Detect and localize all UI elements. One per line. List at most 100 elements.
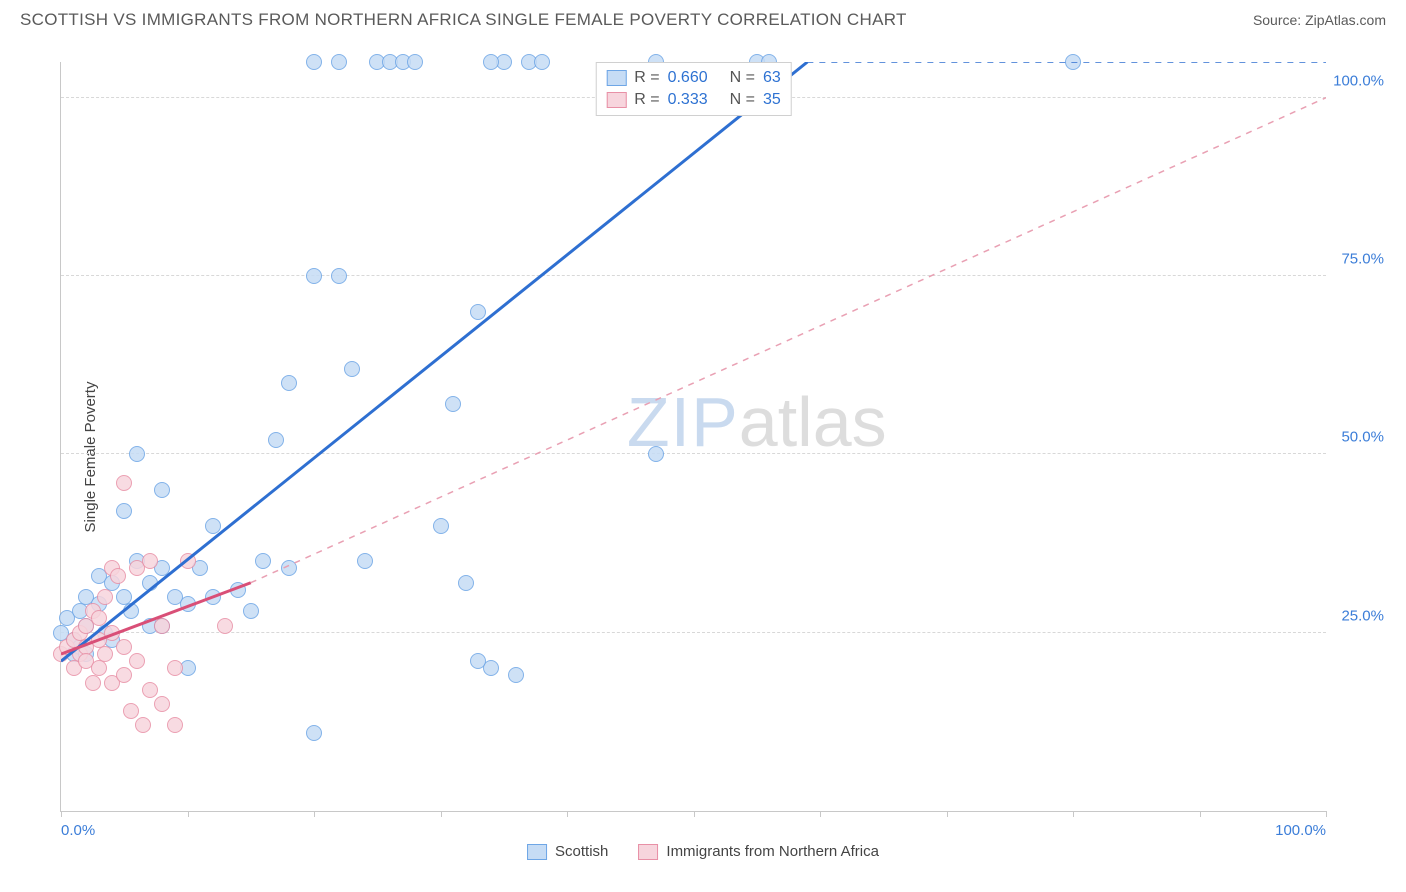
data-point bbox=[142, 553, 158, 569]
data-point bbox=[205, 518, 221, 534]
data-point bbox=[97, 646, 113, 662]
data-point bbox=[135, 717, 151, 733]
y-tick-label: 100.0% bbox=[1333, 72, 1384, 89]
n-label: N = bbox=[730, 91, 755, 109]
data-point bbox=[483, 54, 499, 70]
x-tick bbox=[441, 811, 442, 817]
data-point bbox=[97, 589, 113, 605]
x-tick bbox=[61, 811, 62, 817]
chart-header: SCOTTISH VS IMMIGRANTS FROM NORTHERN AFR… bbox=[0, 0, 1406, 36]
data-point bbox=[154, 618, 170, 634]
data-point bbox=[180, 553, 196, 569]
swatch-immigrants bbox=[638, 844, 658, 860]
data-point bbox=[306, 54, 322, 70]
series-legend: Scottish Immigrants from Northern Africa bbox=[527, 843, 879, 860]
x-tick bbox=[1200, 811, 1201, 817]
legend-label-scottish: Scottish bbox=[555, 843, 608, 860]
legend-item-scottish: Scottish bbox=[527, 843, 608, 860]
legend-label-immigrants: Immigrants from Northern Africa bbox=[666, 843, 879, 860]
data-point bbox=[508, 667, 524, 683]
gridline bbox=[61, 632, 1326, 633]
gridline bbox=[61, 275, 1326, 276]
data-point bbox=[433, 518, 449, 534]
data-point bbox=[344, 361, 360, 377]
x-tick-label: 100.0% bbox=[1275, 822, 1326, 839]
data-point bbox=[470, 304, 486, 320]
trend-lines bbox=[61, 62, 1326, 811]
r-label: R = bbox=[634, 69, 659, 87]
data-point bbox=[445, 396, 461, 412]
data-point bbox=[142, 575, 158, 591]
x-tick bbox=[820, 811, 821, 817]
data-point bbox=[180, 596, 196, 612]
trend-line-solid bbox=[61, 62, 807, 661]
watermark-atlas: atlas bbox=[739, 383, 887, 461]
swatch-scottish bbox=[606, 70, 626, 86]
y-tick-label: 50.0% bbox=[1341, 429, 1384, 446]
data-point bbox=[205, 589, 221, 605]
y-tick-label: 25.0% bbox=[1341, 607, 1384, 624]
data-point bbox=[281, 560, 297, 576]
watermark-zip: ZIP bbox=[627, 383, 739, 461]
data-point bbox=[116, 639, 132, 655]
data-point bbox=[104, 625, 120, 641]
data-point bbox=[116, 503, 132, 519]
data-point bbox=[85, 675, 101, 691]
x-tick bbox=[947, 811, 948, 817]
data-point bbox=[154, 696, 170, 712]
n-value-immigrants: 35 bbox=[763, 91, 781, 109]
data-point bbox=[217, 618, 233, 634]
data-point bbox=[123, 703, 139, 719]
data-point bbox=[167, 717, 183, 733]
data-point bbox=[154, 482, 170, 498]
chart-area: Single Female Poverty ZIPatlas R = 0.660… bbox=[20, 42, 1386, 872]
data-point bbox=[306, 725, 322, 741]
data-point bbox=[116, 667, 132, 683]
x-tick bbox=[1073, 811, 1074, 817]
n-value-scottish: 63 bbox=[763, 69, 781, 87]
data-point bbox=[255, 553, 271, 569]
data-point bbox=[268, 432, 284, 448]
x-tick bbox=[314, 811, 315, 817]
n-label: N = bbox=[730, 69, 755, 87]
data-point bbox=[534, 54, 550, 70]
swatch-immigrants bbox=[606, 92, 626, 108]
data-point bbox=[1065, 54, 1081, 70]
x-tick bbox=[694, 811, 695, 817]
data-point bbox=[470, 653, 486, 669]
r-value-immigrants: 0.333 bbox=[668, 91, 708, 109]
data-point bbox=[91, 660, 107, 676]
data-point bbox=[407, 54, 423, 70]
x-tick bbox=[188, 811, 189, 817]
correlation-legend: R = 0.660 N = 63 R = 0.333 N = 35 bbox=[595, 62, 792, 116]
chart-source: Source: ZipAtlas.com bbox=[1253, 12, 1386, 28]
data-point bbox=[648, 446, 664, 462]
data-point bbox=[331, 54, 347, 70]
data-point bbox=[110, 568, 126, 584]
data-point bbox=[129, 446, 145, 462]
r-value-scottish: 0.660 bbox=[668, 69, 708, 87]
data-point bbox=[458, 575, 474, 591]
scatter-plot: ZIPatlas R = 0.660 N = 63 R = 0.333 N = … bbox=[60, 62, 1326, 812]
trend-line-dashed bbox=[251, 98, 1326, 583]
y-tick-label: 75.0% bbox=[1341, 251, 1384, 268]
legend-row-immigrants: R = 0.333 N = 35 bbox=[606, 89, 781, 111]
data-point bbox=[142, 682, 158, 698]
r-label: R = bbox=[634, 91, 659, 109]
gridline bbox=[61, 453, 1326, 454]
data-point bbox=[230, 582, 246, 598]
data-point bbox=[331, 268, 347, 284]
data-point bbox=[167, 660, 183, 676]
x-tick-label: 0.0% bbox=[61, 822, 95, 839]
data-point bbox=[357, 553, 373, 569]
x-tick bbox=[567, 811, 568, 817]
chart-title: SCOTTISH VS IMMIGRANTS FROM NORTHERN AFR… bbox=[20, 10, 907, 30]
data-point bbox=[123, 603, 139, 619]
data-point bbox=[91, 610, 107, 626]
data-point bbox=[243, 603, 259, 619]
data-point bbox=[129, 653, 145, 669]
legend-item-immigrants: Immigrants from Northern Africa bbox=[638, 843, 879, 860]
legend-row-scottish: R = 0.660 N = 63 bbox=[606, 67, 781, 89]
x-tick bbox=[1326, 811, 1327, 817]
data-point bbox=[306, 268, 322, 284]
